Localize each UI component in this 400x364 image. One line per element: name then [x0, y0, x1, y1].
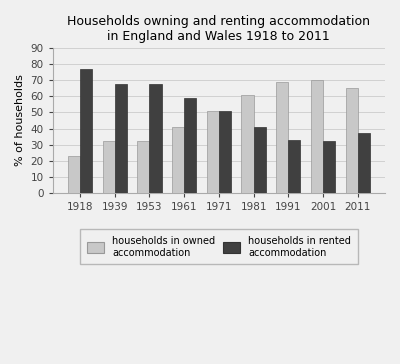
- Bar: [254, 127, 266, 193]
- Bar: [346, 88, 358, 193]
- Legend: households in owned
accommodation, households in rented
accommodation: households in owned accommodation, house…: [80, 229, 358, 265]
- Bar: [150, 84, 162, 193]
- Bar: [184, 98, 196, 193]
- Bar: [358, 133, 370, 193]
- Bar: [276, 82, 288, 193]
- Bar: [219, 111, 231, 193]
- Y-axis label: % of households: % of households: [15, 75, 25, 166]
- Bar: [115, 84, 127, 193]
- Title: Households owning and renting accommodation
in England and Wales 1918 to 2011: Households owning and renting accommodat…: [67, 15, 370, 43]
- Bar: [102, 141, 115, 193]
- Bar: [68, 156, 80, 193]
- Bar: [242, 95, 254, 193]
- Bar: [288, 140, 300, 193]
- Bar: [137, 141, 150, 193]
- Bar: [207, 111, 219, 193]
- Bar: [323, 141, 335, 193]
- Bar: [311, 80, 323, 193]
- Bar: [172, 127, 184, 193]
- Bar: [80, 69, 92, 193]
